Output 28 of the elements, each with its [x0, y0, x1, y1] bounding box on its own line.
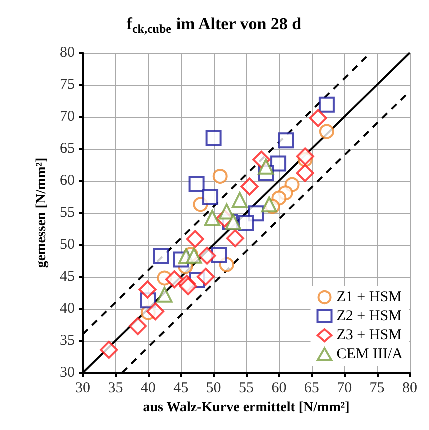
x-tick-label: 55 — [239, 380, 254, 396]
x-tick-label: 60 — [272, 380, 287, 396]
x-axis-title: aus Walz-Kurve ermittelt [N/mm²] — [143, 400, 350, 416]
x-tick-label: 30 — [76, 380, 90, 396]
legend-label: Z2 + HSM — [336, 308, 402, 324]
y-axis-title: gemessen [N/mm²] — [34, 158, 50, 268]
legend-label: Z3 + HSM — [336, 328, 402, 344]
x-tick-label: 70 — [337, 380, 352, 396]
legend-label: CEM III/A — [336, 346, 404, 362]
y-tick-label: 45 — [60, 269, 75, 285]
y-tick-label: 55 — [60, 205, 75, 221]
y-tick-label: 30 — [60, 365, 75, 381]
y-tick-label: 50 — [60, 237, 75, 253]
y-tick-label: 70 — [60, 109, 75, 125]
y-tick-label: 75 — [60, 77, 75, 93]
y-tick-label: 65 — [60, 141, 75, 157]
x-tick-label: 65 — [304, 380, 320, 396]
x-tick-label: 50 — [206, 380, 222, 396]
x-tick-label: 35 — [108, 380, 124, 396]
y-tick-label: 60 — [60, 173, 75, 189]
x-tick-label: 80 — [402, 380, 418, 396]
x-tick-label: 75 — [370, 380, 385, 396]
x-tick-label: 40 — [140, 380, 156, 396]
x-tick-label: 45 — [174, 380, 189, 396]
y-tick-label: 80 — [60, 45, 75, 61]
y-tick-label: 40 — [60, 301, 75, 317]
y-tick-label: 35 — [60, 333, 75, 349]
legend-label: Z1 + HSM — [336, 290, 402, 306]
